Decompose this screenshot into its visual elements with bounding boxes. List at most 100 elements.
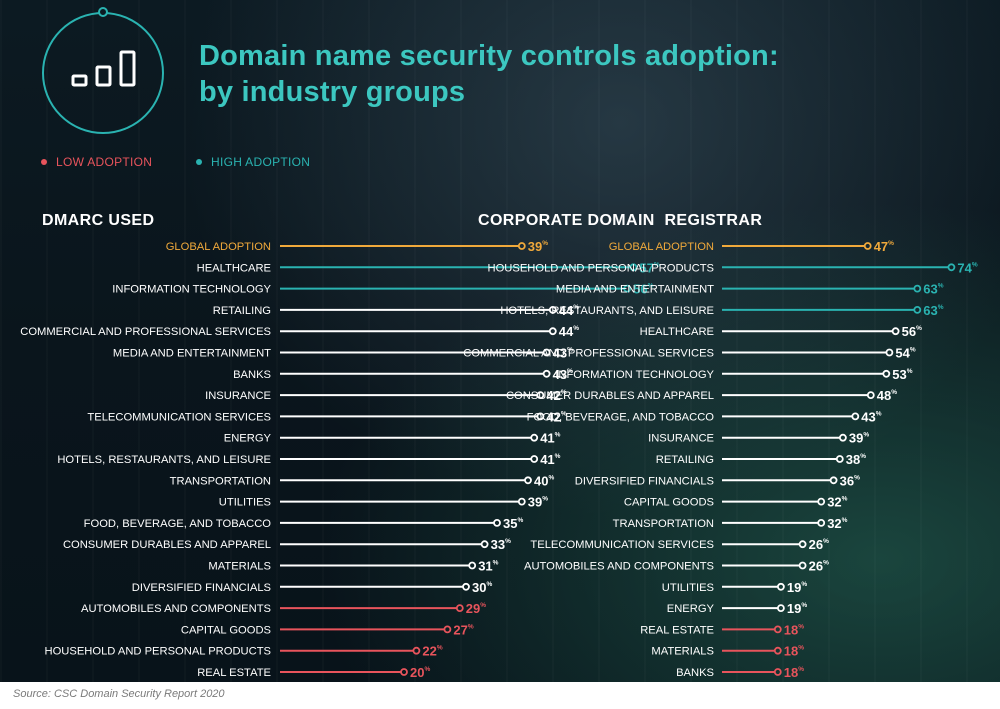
registrar-marker-commercial-and-professional-services: [885, 348, 894, 357]
legend-high-dot-icon: [196, 158, 202, 165]
dmarc-marker-insurance: [536, 391, 545, 400]
legend-low-adoption: LOW ADOPTION: [41, 155, 152, 169]
dmarc-label-utilities: UTILITIES: [219, 497, 271, 509]
logo-ring-dot: [98, 7, 108, 17]
registrar-label-diversified-financials: DIVERSIFIED FINANCIALS: [575, 475, 714, 487]
registrar-marker-insurance: [839, 433, 847, 442]
registrar-label-capital-goods: CAPITAL GOODS: [624, 497, 714, 509]
chart-title-line-1: Domain name security controls adoption:: [199, 40, 779, 72]
registrar-value-media-and-entertainment: 63%: [923, 282, 943, 297]
dmarc-label-transportation: TRANSPORTATION: [170, 475, 271, 487]
registrar-value-global-adoption: 47%: [874, 239, 894, 254]
registrar-label-consumer-durables-and-apparel: CONSUMER DURABLES AND APPAREL: [506, 390, 714, 402]
dmarc-label-banks: BANKS: [233, 369, 271, 381]
legend-high-adoption: HIGH ADOPTION: [196, 155, 310, 169]
registrar-marker-healthcare: [891, 327, 900, 336]
registrar-value-consumer-durables-and-apparel: 48%: [877, 388, 897, 403]
registrar-value-transportation: 32%: [827, 516, 847, 531]
dmarc-label-retailing: RETAILING: [213, 305, 271, 317]
registrar-label-energy: ENERGY: [667, 603, 715, 615]
registrar-marker-real-estate: [773, 625, 782, 634]
dmarc-marker-capital-goods: [443, 625, 452, 634]
registrar-value-telecommunication-services: 26%: [809, 537, 829, 552]
dmarc-label-real-estate: REAL ESTATE: [197, 667, 271, 679]
registrar-marker-diversified-financials: [829, 476, 838, 485]
registrar-value-household-and-personal-products: 74%: [957, 260, 977, 275]
dmarc-label-insurance: INSURANCE: [205, 390, 271, 402]
dmarc-marker-diversified-financials: [462, 582, 470, 591]
dmarc-marker-media-and-entertainment: [542, 348, 551, 357]
registrar-value-commercial-and-professional-services: 54%: [895, 346, 915, 361]
legend-low-label: LOW ADOPTION: [56, 155, 153, 169]
registrar-marker-energy: [777, 604, 785, 612]
dmarc-marker-banks: [542, 369, 551, 378]
registrar-panel-title: CORPORATE DOMAIN REGISTRAR: [478, 212, 763, 229]
registrar-value-insurance: 39%: [849, 431, 869, 446]
dmarc-value-household-and-personal-products: 22%: [422, 644, 442, 659]
legend-high-label: HIGH ADOPTION: [211, 155, 311, 169]
registrar-value-retailing: 38%: [846, 452, 866, 467]
registrar-value-real-estate: 18%: [784, 622, 804, 637]
dmarc-value-commercial-and-professional-services: 44%: [559, 324, 579, 339]
dmarc-label-energy: ENERGY: [224, 433, 272, 445]
registrar-value-materials: 18%: [784, 644, 804, 659]
infographic-background: Domain name security controls adoption: …: [0, 0, 1000, 682]
registrar-value-food-beverage-and-tobacco: 43%: [861, 409, 881, 424]
dmarc-marker-retailing: [548, 305, 557, 314]
dmarc-value-diversified-financials: 30%: [472, 580, 492, 595]
registrar-value-healthcare: 56%: [902, 324, 922, 339]
dmarc-marker-consumer-durables-and-apparel: [480, 540, 489, 549]
dmarc-label-consumer-durables-and-apparel: CONSUMER DURABLES AND APPAREL: [63, 539, 271, 551]
dmarc-marker-telecommunication-services: [536, 412, 545, 421]
dmarc-value-automobiles-and-components: 29%: [466, 601, 486, 616]
dmarc-label-healthcare: HEALTHCARE: [197, 262, 271, 274]
dmarc-value-global-adoption: 39%: [528, 239, 548, 254]
dmarc-label-materials: MATERIALS: [208, 561, 271, 573]
dmarc-value-utilities: 39%: [528, 495, 548, 510]
registrar-value-automobiles-and-components: 26%: [809, 559, 829, 574]
dmarc-marker-global-adoption: [517, 242, 526, 250]
chart-title-line-2: by industry groups: [199, 76, 466, 108]
dmarc-marker-utilities: [517, 497, 526, 506]
registrar-value-energy: 19%: [787, 601, 807, 616]
registrar-label-banks: BANKS: [676, 667, 714, 679]
dmarc-label-household-and-personal-products: HOUSEHOLD AND PERSONAL PRODUCTS: [45, 646, 272, 658]
dmarc-marker-transportation: [524, 476, 532, 485]
dmarc-marker-real-estate: [400, 668, 408, 676]
registrar-marker-retailing: [835, 455, 844, 463]
dmarc-marker-materials: [468, 561, 477, 570]
dmarc-label-hotels-restaurants-and-leisure: HOTELS, RESTAURANTS, AND LEISURE: [57, 454, 271, 466]
registrar-label-global-adoption: GLOBAL ADOPTION: [609, 241, 714, 253]
dmarc-marker-healthcare: [629, 263, 638, 272]
registrar-label-real-estate: REAL ESTATE: [640, 624, 714, 636]
dmarc-label-automobiles-and-components: AUTOMOBILES AND COMPONENTS: [81, 603, 271, 615]
dmarc-panel-title: DMARC USED: [42, 212, 155, 229]
dmarc-value-real-estate: 20%: [410, 665, 430, 680]
dmarc-label-diversified-financials: DIVERSIFIED FINANCIALS: [132, 582, 271, 594]
dmarc-value-consumer-durables-and-apparel: 33%: [491, 537, 511, 552]
registrar-label-information-technology: INFORMATION TECHNOLOGY: [555, 369, 714, 381]
registrar-marker-capital-goods: [817, 497, 826, 506]
registrar-marker-global-adoption: [863, 242, 872, 250]
registrar-marker-automobiles-and-components: [798, 561, 807, 570]
registrar-label-food-beverage-and-tobacco: FOOD, BEVERAGE, AND TOBACCO: [527, 411, 715, 423]
dmarc-marker-energy: [530, 433, 539, 442]
dmarc-label-food-beverage-and-tobacco: FOOD, BEVERAGE, AND TOBACCO: [84, 518, 272, 530]
registrar-value-utilities: 19%: [787, 580, 807, 595]
registrar-marker-utilities: [777, 582, 785, 591]
registrar-marker-hotels-restaurants-and-leisure: [913, 305, 922, 314]
registrar-label-hotels-restaurants-and-leisure: HOTELS, RESTAURANTS, AND LEISURE: [500, 305, 714, 317]
source-note: Source: CSC Domain Security Report 2020: [13, 688, 225, 700]
registrar-label-household-and-personal-products: HOUSEHOLD AND PERSONAL PRODUCTS: [488, 262, 715, 274]
registrar-marker-food-beverage-and-tobacco: [851, 412, 860, 421]
registrar-label-insurance: INSURANCE: [648, 433, 714, 445]
dmarc-label-media-and-entertainment: MEDIA AND ENTERTAINMENT: [113, 348, 271, 360]
lollipop-charts: GLOBAL ADOPTION 39%HEALTHCARE 57%INFORMATI…: [20, 239, 978, 680]
dmarc-value-hotels-restaurants-and-leisure: 41%: [540, 452, 560, 467]
registrar-marker-telecommunication-services: [798, 540, 807, 549]
dmarc-label-telecommunication-services: TELECOMMUNICATION SERVICES: [87, 411, 271, 423]
dmarc-label-commercial-and-professional-services: COMMERCIAL AND PROFESSIONAL SERVICES: [20, 326, 271, 338]
registrar-marker-media-and-entertainment: [913, 284, 922, 293]
dmarc-marker-food-beverage-and-tobacco: [493, 519, 501, 527]
registrar-value-banks: 18%: [784, 665, 804, 680]
